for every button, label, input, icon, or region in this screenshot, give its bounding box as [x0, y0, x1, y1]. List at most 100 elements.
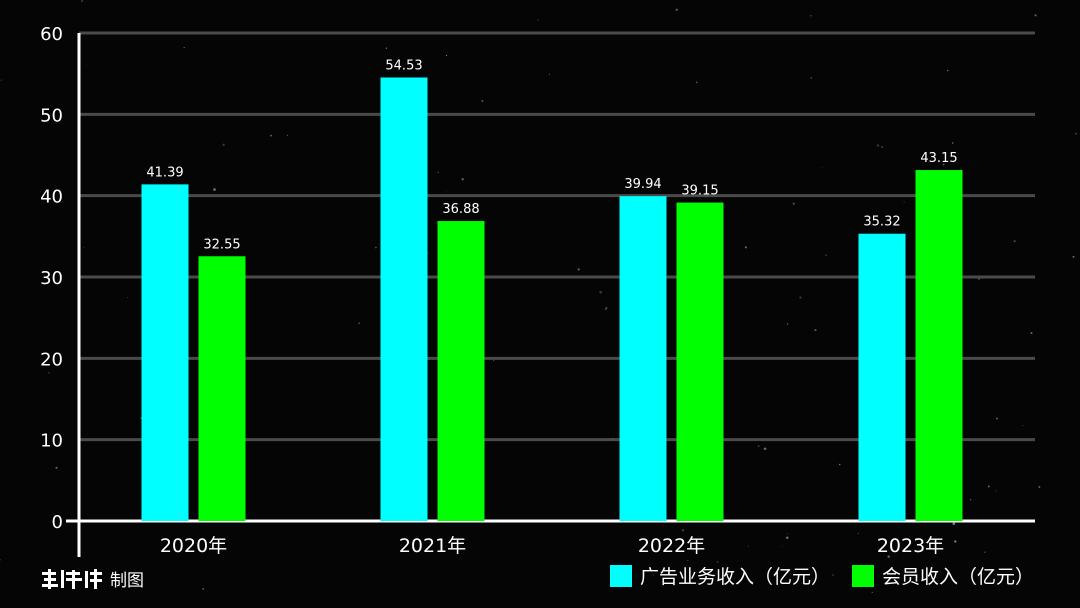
background-speck: [1034, 14, 1037, 17]
background-speck: [548, 73, 550, 75]
background-speck: [446, 190, 447, 192]
background-speck: [970, 499, 972, 501]
data-label: 43.15: [920, 151, 957, 166]
background-speck: [445, 54, 448, 57]
background-speck: [287, 134, 289, 136]
legend-label-member-revenue: 会员收入（亿元）: [881, 566, 1034, 588]
background-speck: [954, 540, 957, 543]
background-speck: [599, 290, 602, 294]
y-tick-label: 20: [40, 349, 63, 370]
legend: 广告业务收入（亿元） 会员收入（亿元）: [609, 562, 1034, 589]
background-speck: [987, 485, 990, 488]
x-category-label: 2022年: [638, 535, 705, 557]
background-speck: [270, 134, 272, 137]
background-speck: [787, 323, 789, 325]
background-speck: [428, 252, 430, 254]
background-speck: [832, 574, 834, 576]
y-tick-label: 50: [40, 105, 63, 126]
background-speck: [887, 555, 890, 558]
background-speck: [385, 47, 388, 49]
background-speck: [951, 142, 954, 144]
bar-member-revenue: [198, 256, 246, 521]
background-speck: [183, 46, 185, 49]
data-label: 39.94: [624, 177, 661, 192]
background-speck: [358, 322, 361, 325]
background-speck: [881, 146, 883, 148]
background-speck: [213, 188, 216, 191]
y-tick-label: 10: [40, 431, 63, 452]
background-speck: [1074, 132, 1077, 135]
background-speck: [577, 268, 580, 271]
background-speck: [810, 15, 812, 17]
x-category-label: 2020年: [160, 535, 227, 557]
background-speck: [814, 329, 817, 332]
background-speck: [127, 297, 129, 298]
background-speck: [942, 163, 945, 166]
background-speck: [757, 445, 760, 448]
background-speck: [747, 545, 749, 547]
chaping-logo: [42, 568, 104, 590]
bar-ad-revenue: [619, 196, 667, 521]
background-speck: [799, 296, 802, 299]
background-speck: [995, 490, 997, 492]
background-speck: [821, 167, 823, 168]
background-speck: [81, 0, 84, 2]
background-speck: [876, 144, 880, 147]
background-speck: [375, 246, 377, 249]
y-tick-label: 30: [40, 268, 63, 289]
credit-text: 制图: [110, 571, 144, 591]
bar-member-revenue: [437, 221, 485, 521]
data-label: 36.88: [442, 202, 479, 217]
data-label: 54.53: [385, 58, 422, 73]
legend-label-ad-revenue: 广告业务收入（亿元）: [639, 566, 830, 588]
background-speck: [437, 171, 439, 174]
background-speck: [946, 69, 949, 72]
background-speck: [1072, 255, 1075, 258]
background-speck: [675, 8, 678, 11]
background-speck: [0, 79, 3, 81]
background-speck: [952, 522, 956, 525]
bar-member-revenue: [915, 170, 963, 521]
background-speck: [1013, 240, 1016, 243]
background-speck: [744, 246, 748, 249]
data-label: 39.15: [681, 184, 718, 199]
data-label: 32.55: [203, 237, 240, 252]
bar-ad-revenue: [380, 77, 428, 522]
background-speck: [1022, 424, 1024, 427]
legend-swatch-member-revenue: [851, 564, 874, 587]
bar-member-revenue: [676, 202, 724, 521]
background-speck: [792, 202, 795, 205]
background-speck: [825, 254, 827, 256]
y-tick-label: 40: [40, 187, 63, 208]
background-speck: [781, 545, 783, 547]
background-speck: [810, 77, 812, 79]
background-speck: [871, 591, 873, 593]
data-label: 35.32: [863, 215, 900, 230]
background-speck: [604, 308, 607, 311]
background-speck: [222, 143, 225, 146]
background-speck: [202, 588, 205, 590]
background-speck: [687, 560, 689, 562]
y-tick-label: 0: [52, 512, 63, 533]
background-speck: [0, 559, 1, 561]
background-speck: [461, 178, 464, 181]
background-speck: [481, 100, 484, 102]
credit: 制图: [42, 566, 144, 591]
bar-ad-revenue: [141, 184, 189, 521]
background-speck: [763, 447, 767, 451]
background-speck: [55, 466, 58, 469]
background-speck: [86, 65, 88, 67]
bar-ad-revenue: [858, 233, 906, 522]
background-speck: [1030, 332, 1033, 335]
background-speck: [493, 359, 495, 362]
y-tick-label: 60: [40, 24, 63, 45]
legend-swatch-ad-revenue: [609, 564, 632, 587]
background-speck: [83, 246, 85, 248]
background-speck: [787, 533, 789, 535]
background-speck: [537, 19, 539, 21]
background-speck: [605, 307, 608, 310]
background-speck: [716, 561, 719, 563]
x-category-label: 2023年: [877, 535, 944, 557]
background-speck: [1038, 486, 1041, 488]
